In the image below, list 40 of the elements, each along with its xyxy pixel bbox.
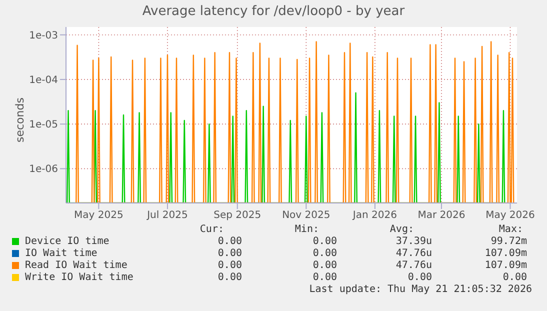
legend-label: IO Wait time [25,248,98,259]
text: 0.00 [312,248,337,259]
x-tick-label: Jul 2025 [146,210,188,222]
text: 0.00 [312,260,337,271]
text: 47.76u [394,248,432,259]
text: 0.00 [312,236,337,247]
legend-label: Write IO Wait time [25,272,134,283]
text: 0.00 [216,260,242,271]
text: 107.09m [484,260,527,271]
text: 0.00 [502,272,527,283]
y-axis-title: seconds [14,98,26,142]
text: 0.00 [216,248,242,259]
text: 99.72m [490,236,527,247]
y-tick-label: 1e-06 [29,164,58,176]
y-tick-label: 1e-03 [29,30,58,42]
x-tick-label: Mar 2026 [418,210,466,222]
legend-label: Read IO Wait time [25,260,128,271]
x-tick-label: Nov 2025 [282,210,330,222]
text: Max: [498,224,524,235]
y-tick-label: 1e-05 [29,120,58,131]
x-tick-label: Sep 2025 [214,210,262,222]
text: 0.00 [216,272,242,283]
text: 37.39u [394,236,432,247]
x-tick-label: May 2026 [486,210,535,222]
line-series [76,41,514,203]
text: Last update: Thu May 21 21:05:32 2026 [308,284,532,295]
text: 0.00 [406,272,432,283]
text: 0.00 [312,272,337,283]
chart-title: Average latency for /dev/loop0 - by year [141,4,406,19]
text: 107.09m [484,248,527,259]
text: Min: [294,224,320,235]
line-series [66,92,506,203]
x-tick-label: May 2025 [74,210,124,222]
legend-label: Device IO time [25,236,110,247]
y-tick-label: 1e-04 [29,75,58,86]
text: Avg: [388,224,415,235]
x-tick-label: Jan 2026 [352,210,397,222]
text: 0.00 [216,236,242,247]
text: 47.76u [394,260,432,271]
text: Cur: [198,224,225,235]
